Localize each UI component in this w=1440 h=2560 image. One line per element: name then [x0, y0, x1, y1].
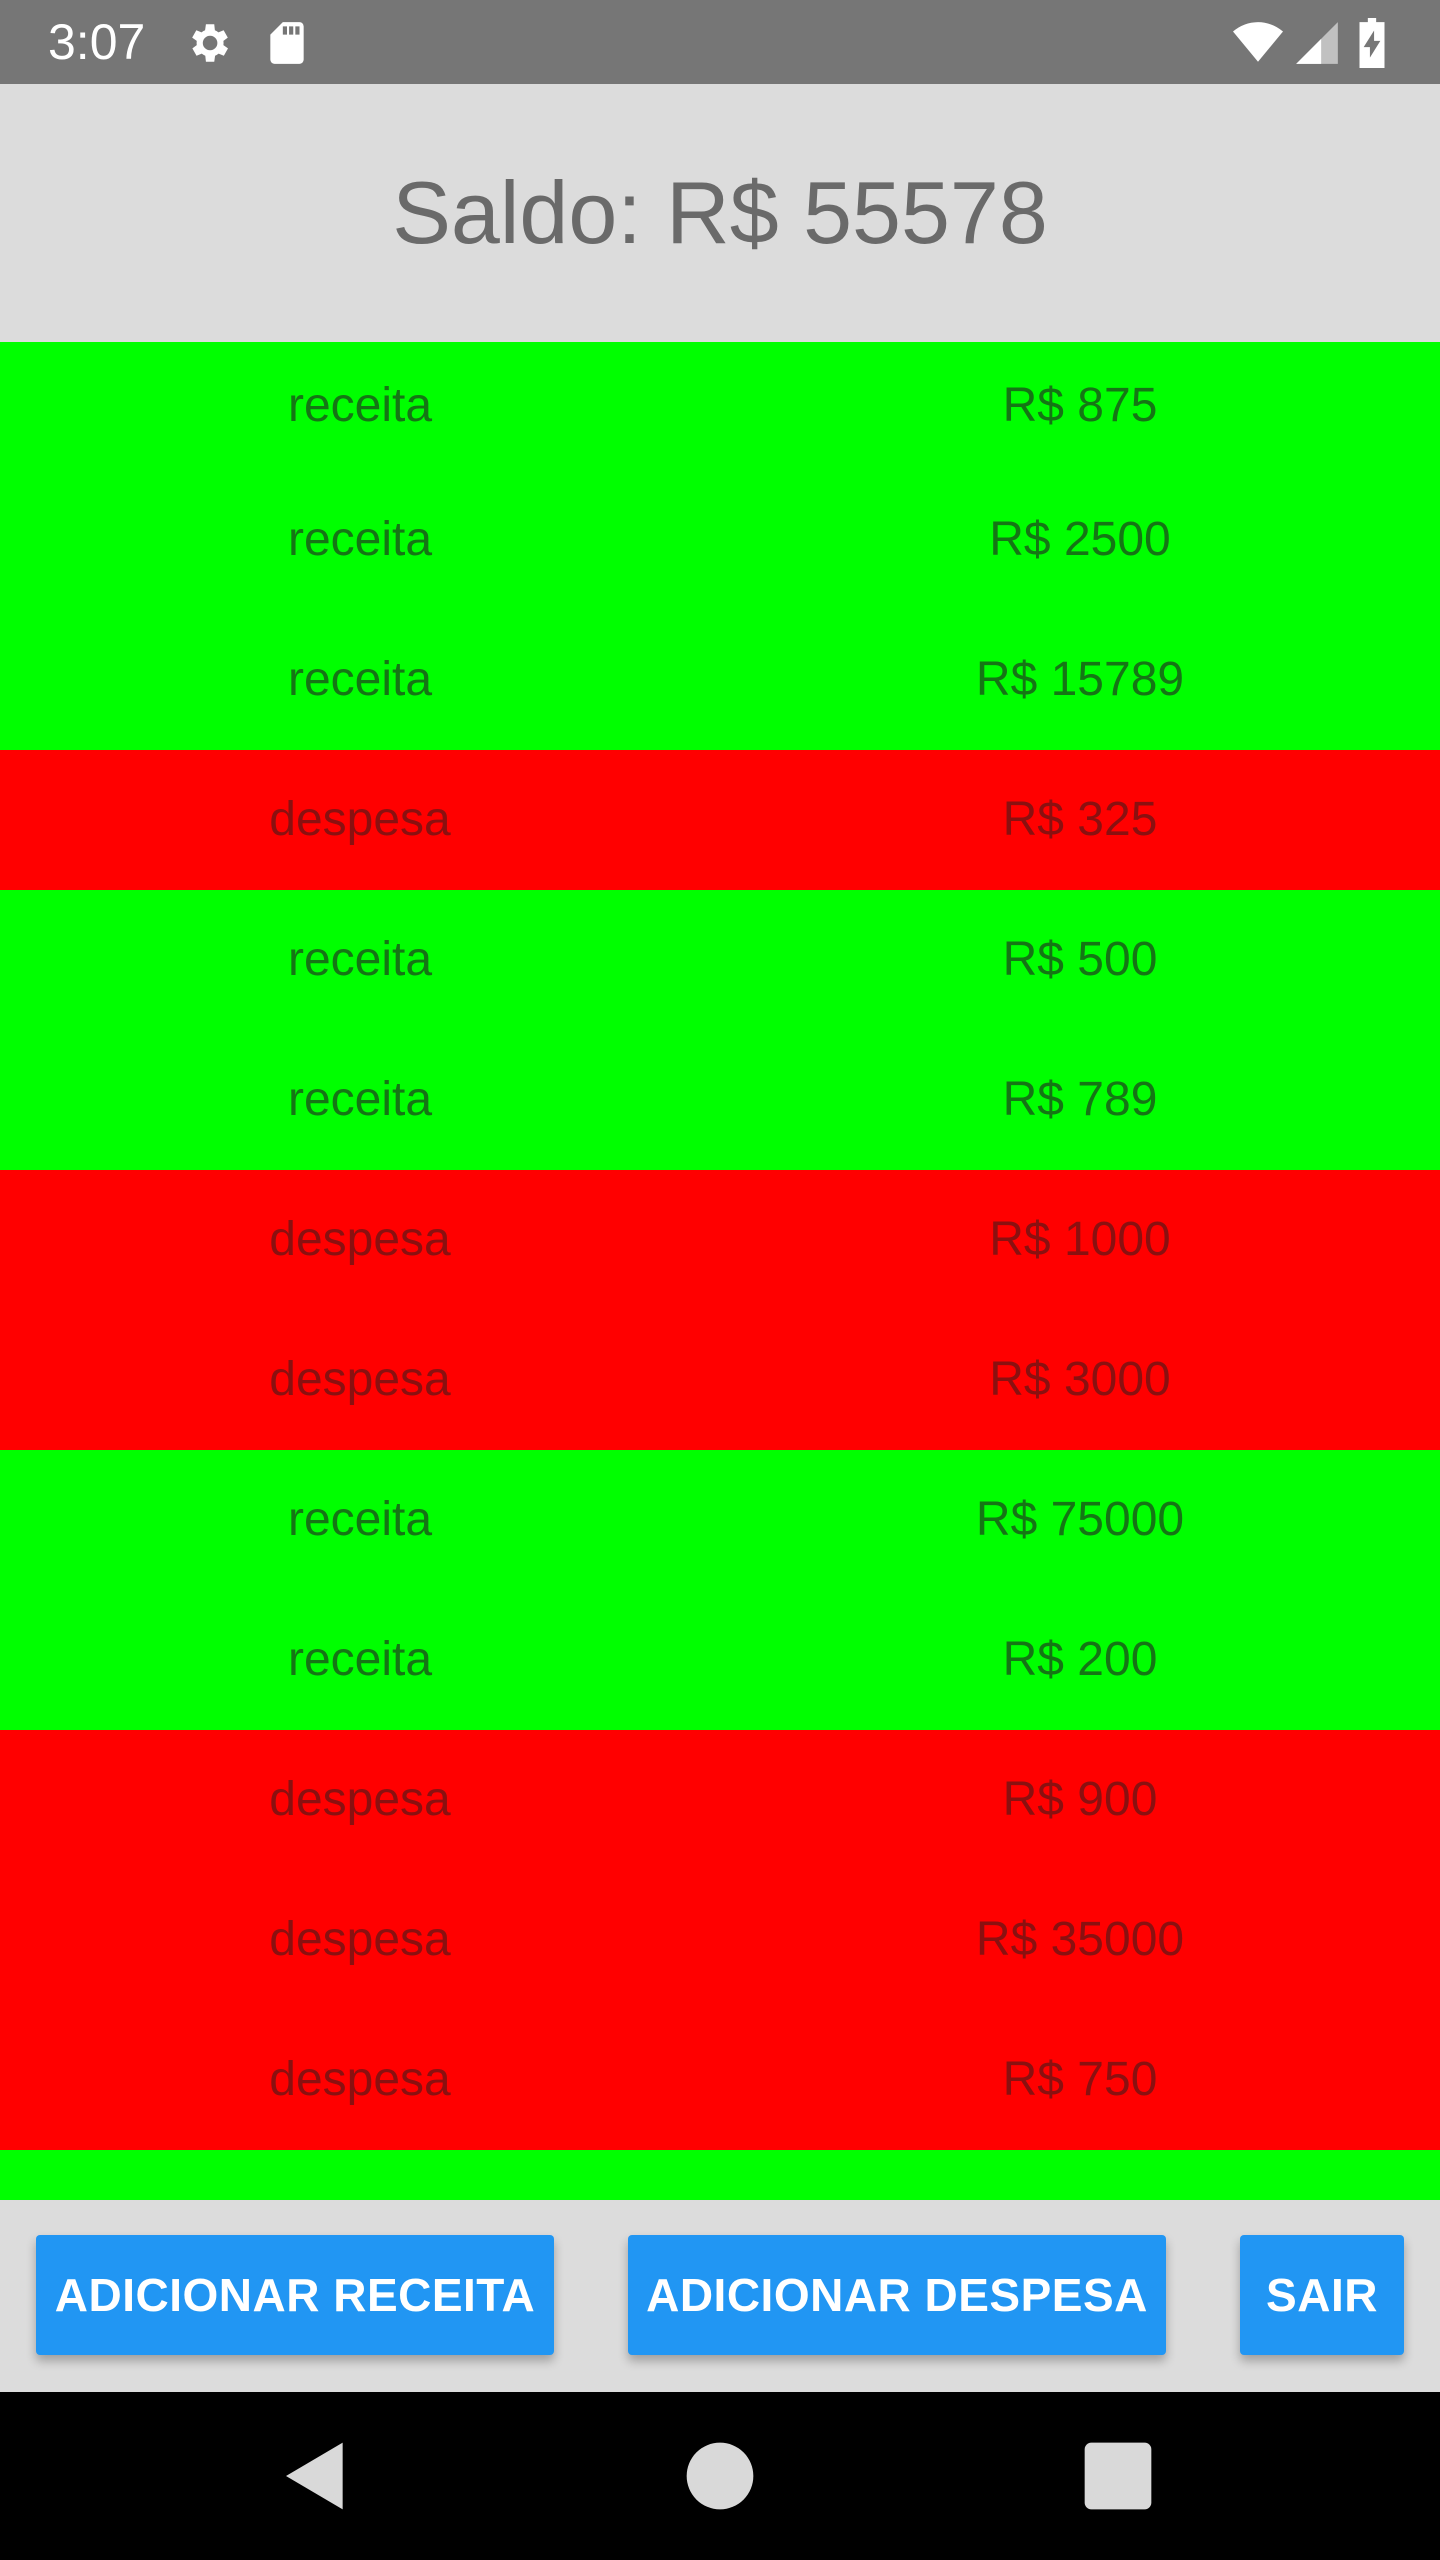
transaction-type: despesa — [269, 1353, 451, 1406]
transaction-type: receita — [287, 1493, 433, 1546]
balance-header: Saldo: R$ 55578 — [0, 84, 1440, 342]
transaction-value: R$ 75000 — [975, 1493, 1185, 1546]
transaction-type: despesa — [269, 1773, 451, 1826]
transaction-value: R$ 875 — [1002, 379, 1158, 432]
navigation-bar — [0, 2392, 1440, 2560]
transaction-type: receita — [287, 1633, 433, 1686]
transaction-type: despesa — [269, 793, 451, 846]
transaction-type: despesa — [269, 2053, 451, 2106]
status-bar: 3:07 — [0, 0, 1440, 84]
transaction-row[interactable]: receita R$ 200 — [0, 1590, 1440, 1730]
transaction-row[interactable]: despesa R$ 750 — [0, 2010, 1440, 2150]
status-time: 3:07 — [48, 14, 146, 70]
transaction-value: R$ 2500 — [989, 513, 1171, 566]
signal-icon — [1296, 22, 1338, 64]
transaction-type: receita — [287, 513, 433, 566]
transaction-type: receita — [287, 379, 433, 432]
transaction-type: despesa — [269, 1913, 451, 1966]
battery-charging-icon — [1359, 18, 1385, 68]
transaction-type: despesa — [269, 1213, 451, 1266]
transaction-type: receita — [287, 1073, 433, 1126]
home-icon[interactable] — [680, 2436, 760, 2516]
transaction-row[interactable]: receita R$ 15789 — [0, 610, 1440, 750]
transaction-row[interactable]: despesa R$ 3000 — [0, 1310, 1440, 1450]
transaction-type: receita — [287, 933, 433, 986]
transaction-row[interactable]: despesa R$ 35000 — [0, 1870, 1440, 2010]
transactions-list[interactable]: receita R$ 875 receita R$ 2500 receita R$ 157… — [0, 342, 1440, 2200]
transaction-type: receita — [287, 653, 433, 706]
transaction-row[interactable]: receita R$ 2500 — [0, 470, 1440, 610]
exit-button[interactable]: SAIR — [1240, 2235, 1404, 2355]
transaction-row[interactable]: despesa R$ 325 — [0, 750, 1440, 890]
transaction-value: R$ 200 — [1002, 1633, 1158, 1686]
back-icon[interactable] — [276, 2436, 356, 2516]
add-income-button[interactable]: ADICIONAR RECEITA — [36, 2235, 554, 2355]
transaction-row[interactable]: receita R$ 75000 — [0, 1450, 1440, 1590]
balance-text: Saldo: R$ 55578 — [392, 163, 1048, 262]
transaction-value: R$ 900 — [1002, 1773, 1158, 1826]
transaction-row[interactable]: receita R$ 789 — [0, 1030, 1440, 1170]
transaction-value: R$ 500 — [1002, 933, 1158, 986]
transaction-value: R$ 325 — [1002, 793, 1158, 846]
transaction-row[interactable]: receita R$ 875 — [0, 342, 1440, 470]
add-expense-button[interactable]: ADICIONAR DESPESA — [628, 2235, 1166, 2355]
recents-icon[interactable] — [1078, 2436, 1158, 2516]
wifi-icon — [1233, 22, 1283, 62]
transaction-row[interactable]: despesa R$ 1000 — [0, 1170, 1440, 1310]
transaction-value: R$ 789 — [1002, 1073, 1158, 1126]
gear-icon — [192, 24, 228, 62]
transaction-value: R$ 1000 — [989, 1213, 1171, 1266]
sd-card-icon — [270, 22, 304, 64]
transaction-value: R$ 15789 — [975, 653, 1185, 706]
transaction-value: R$ 750 — [1002, 2053, 1158, 2106]
transaction-row[interactable]: despesa R$ 900 — [0, 1730, 1440, 1870]
transaction-row[interactable]: receita R$ 500 — [0, 890, 1440, 1030]
action-bar: ADICIONAR RECEITA ADICIONAR DESPESA SAIR — [0, 2200, 1440, 2392]
transaction-value: R$ 35000 — [975, 1913, 1185, 1966]
transaction-value: R$ 3000 — [989, 1353, 1171, 1406]
